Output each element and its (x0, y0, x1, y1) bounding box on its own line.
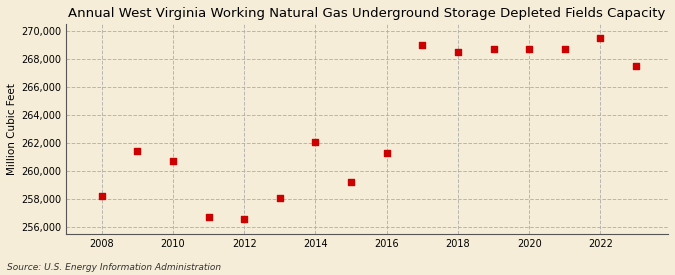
Text: Source: U.S. Energy Information Administration: Source: U.S. Energy Information Administ… (7, 263, 221, 272)
Point (239, 216, 250, 221)
Point (381, 150, 392, 155)
Point (310, 139, 321, 144)
Point (275, 195, 286, 200)
Point (346, 180, 356, 184)
Point (97, 194, 107, 198)
Y-axis label: Million Cubic Feet: Million Cubic Feet (7, 83, 17, 175)
Point (452, 50, 463, 54)
Point (167, 159, 178, 163)
Title: Annual West Virginia Working Natural Gas Underground Storage Depleted Fields Cap: Annual West Virginia Working Natural Gas… (68, 7, 666, 20)
Point (203, 215, 214, 219)
Point (560, 47, 570, 51)
Point (132, 149, 142, 153)
Point (524, 47, 535, 51)
Point (630, 64, 641, 68)
Point (595, 36, 605, 40)
Point (417, 43, 428, 47)
Point (488, 47, 499, 51)
